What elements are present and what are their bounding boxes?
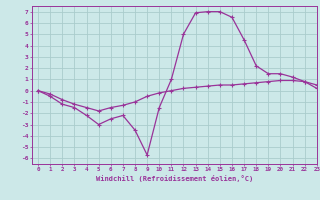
X-axis label: Windchill (Refroidissement éolien,°C): Windchill (Refroidissement éolien,°C) bbox=[96, 175, 253, 182]
